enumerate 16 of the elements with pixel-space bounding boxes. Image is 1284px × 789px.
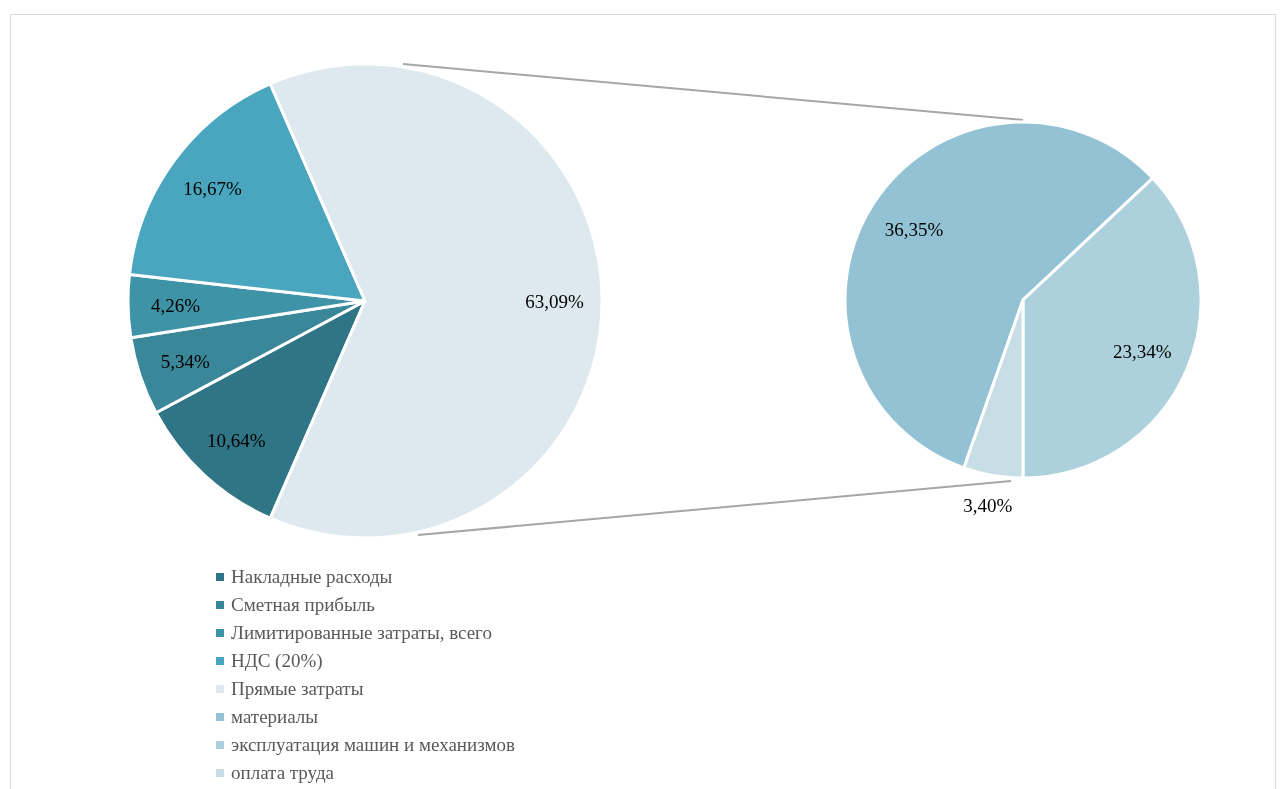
data-label: 5,34% — [160, 350, 210, 372]
data-label: 10,64% — [207, 429, 266, 451]
legend-label: эксплуатация машин и механизмов — [231, 734, 515, 756]
legend-label: Сметная прибыль — [231, 594, 375, 616]
legend-label: Накладные расходы — [231, 566, 393, 588]
legend-label: Прямые затраты — [231, 678, 364, 700]
data-label: 36,35% — [884, 218, 944, 240]
legend-label: материалы — [231, 706, 319, 728]
legend-label: Лимитированные затраты, всего — [231, 622, 492, 644]
legend-label: НДС (20%) — [231, 650, 323, 672]
data-label: 3,40% — [963, 494, 1013, 516]
data-label: 63,09% — [525, 290, 585, 312]
data-label: 23,34% — [1112, 341, 1172, 363]
data-label: 16,67% — [183, 177, 242, 199]
legend-label: оплата труда — [231, 762, 334, 784]
data-label: 4,26% — [150, 294, 201, 316]
